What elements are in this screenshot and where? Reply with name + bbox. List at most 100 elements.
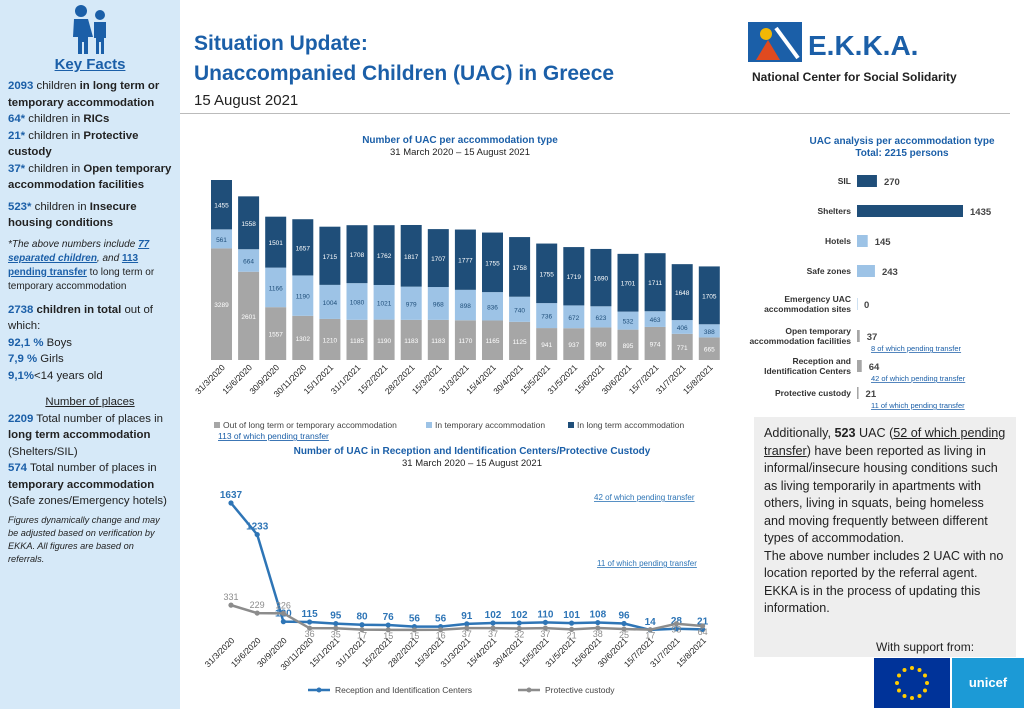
- data-point: [621, 620, 627, 627]
- bar-value-label: 1777: [458, 258, 473, 265]
- data-point: [359, 627, 365, 633]
- bar-value-label: 968: [433, 301, 444, 308]
- eu-flag-logo: [874, 658, 950, 708]
- point-value-label: 56: [435, 614, 447, 625]
- svg-text:E.K.K.A.: E.K.K.A.: [808, 30, 918, 61]
- bar-segment: [400, 224, 422, 287]
- bar-segment: [644, 311, 666, 327]
- point-value-label: 16: [436, 631, 446, 641]
- fact-under14: 9,1%<14 years old: [8, 369, 103, 382]
- bar-value-label: 1708: [350, 252, 365, 259]
- bar-value-label: 1455: [214, 203, 229, 210]
- bar-segment: [536, 328, 558, 360]
- bar-segment: [590, 306, 612, 328]
- bar-segment: [373, 319, 395, 360]
- point-value-label: 101: [563, 610, 580, 621]
- chart1-subtitle: 31 March 2020 – 15 August 2021: [390, 147, 530, 158]
- data-point: [411, 627, 417, 633]
- bar-segment: [265, 216, 287, 268]
- point-value-label: 25: [619, 630, 629, 640]
- bar-value-label: 1021: [377, 300, 392, 307]
- hbar: [857, 265, 875, 277]
- bar-value-label: 937: [568, 342, 579, 349]
- data-point: [569, 620, 575, 626]
- bar-value-label: 1183: [404, 338, 418, 345]
- category-label: Reception and: [792, 356, 851, 366]
- hbar-value-label: 64: [869, 362, 880, 373]
- point-value-label: 108: [589, 610, 606, 621]
- support-label: With support from:: [876, 640, 975, 654]
- bar-value-label: 771: [677, 345, 688, 352]
- bar-segment: [292, 219, 314, 276]
- fact-long-term: 2093 children in long term or temporary …: [8, 80, 160, 109]
- bar-value-label: 941: [541, 342, 552, 349]
- hbar-value-label: 270: [884, 177, 900, 188]
- bar-value-label: 561: [216, 237, 227, 244]
- hbar: [857, 235, 868, 247]
- bar-value-label: 1701: [621, 281, 636, 288]
- bar-value-label: 1080: [350, 299, 365, 306]
- hbar-note: 11 of which pending transfer: [871, 401, 965, 410]
- hbar: [857, 330, 860, 342]
- bar-segment: [644, 253, 666, 312]
- category-label: Emergency UAC: [784, 294, 851, 304]
- legend-label: In temporary accommodation: [435, 420, 545, 430]
- data-point: [673, 621, 679, 627]
- bar-value-label: 1755: [485, 260, 500, 267]
- bar-value-label: 1817: [404, 254, 419, 261]
- bar-value-label: 463: [650, 317, 661, 324]
- hbar-value-label: 21: [866, 389, 877, 400]
- pending-transfer-link: 52 of which pending transfer: [764, 426, 1006, 458]
- places-heading: Number of places: [45, 396, 135, 408]
- bar-value-label: 895: [623, 343, 634, 350]
- data-point: [359, 622, 365, 628]
- hbar: [857, 205, 963, 217]
- eu-star: [897, 673, 902, 678]
- point-value-label: 17: [357, 631, 367, 641]
- point-value-label: 1637: [220, 490, 243, 501]
- hbar-value-label: 145: [875, 237, 892, 248]
- chart2-annotation-2: 11 of which pending transfer: [597, 559, 697, 568]
- data-point: [621, 626, 627, 632]
- title-line-2: Unaccompanied Children (UAC) in Greece: [194, 62, 615, 85]
- footnote: Figures dynamically change and may be ad…: [8, 514, 160, 564]
- fact-open-temp: 37* children in Open temporary accommoda…: [8, 162, 172, 192]
- eu-star: [917, 668, 922, 673]
- key-facts-heading: Key Facts: [54, 56, 126, 73]
- data-point: [385, 622, 391, 628]
- bar-value-label: 1210: [323, 337, 338, 344]
- additional-info-box: Additionally, 523 UAC (52 of which pendi…: [754, 417, 1016, 657]
- data-point: [333, 620, 339, 627]
- data-point: [228, 602, 234, 608]
- chart1-title: Number of UAC per accommodation type: [362, 135, 558, 146]
- bar-segment: [482, 232, 503, 293]
- bar-segment: [346, 283, 368, 320]
- data-point: [385, 627, 391, 633]
- eu-star: [902, 693, 907, 698]
- bar-segment: [509, 321, 531, 360]
- report-date: 15 August 2021: [194, 92, 299, 109]
- hbar-value-label: 243: [882, 267, 898, 278]
- bar-value-label: 1762: [377, 253, 392, 260]
- category-label: Open temporary: [785, 326, 851, 336]
- legend-label: Protective custody: [545, 685, 615, 695]
- chart2-title: Number of UAC in Reception and Identific…: [294, 446, 651, 457]
- bar-segment: [563, 305, 585, 329]
- bar-segment: [373, 284, 395, 320]
- bar-segment: [238, 196, 260, 250]
- data-point: [569, 626, 575, 632]
- fact-total: 2738 children in total out of which:: [8, 303, 153, 333]
- eu-star: [922, 673, 927, 678]
- bar-value-label: 740: [514, 307, 525, 314]
- bar-value-label: 388: [704, 329, 715, 336]
- bar-segment: [671, 333, 693, 360]
- accommodation-stacked-bar-chart: Number of UAC per accommodation type 31 …: [193, 135, 720, 441]
- bar-segment: [319, 226, 341, 285]
- point-value-label: 91: [461, 611, 473, 622]
- category-label: accommodation sites: [764, 304, 851, 314]
- data-point: [254, 531, 260, 538]
- point-value-label: 17: [645, 631, 655, 641]
- bar-segment: [427, 287, 449, 320]
- hbar: [857, 360, 862, 372]
- data-point: [647, 627, 653, 633]
